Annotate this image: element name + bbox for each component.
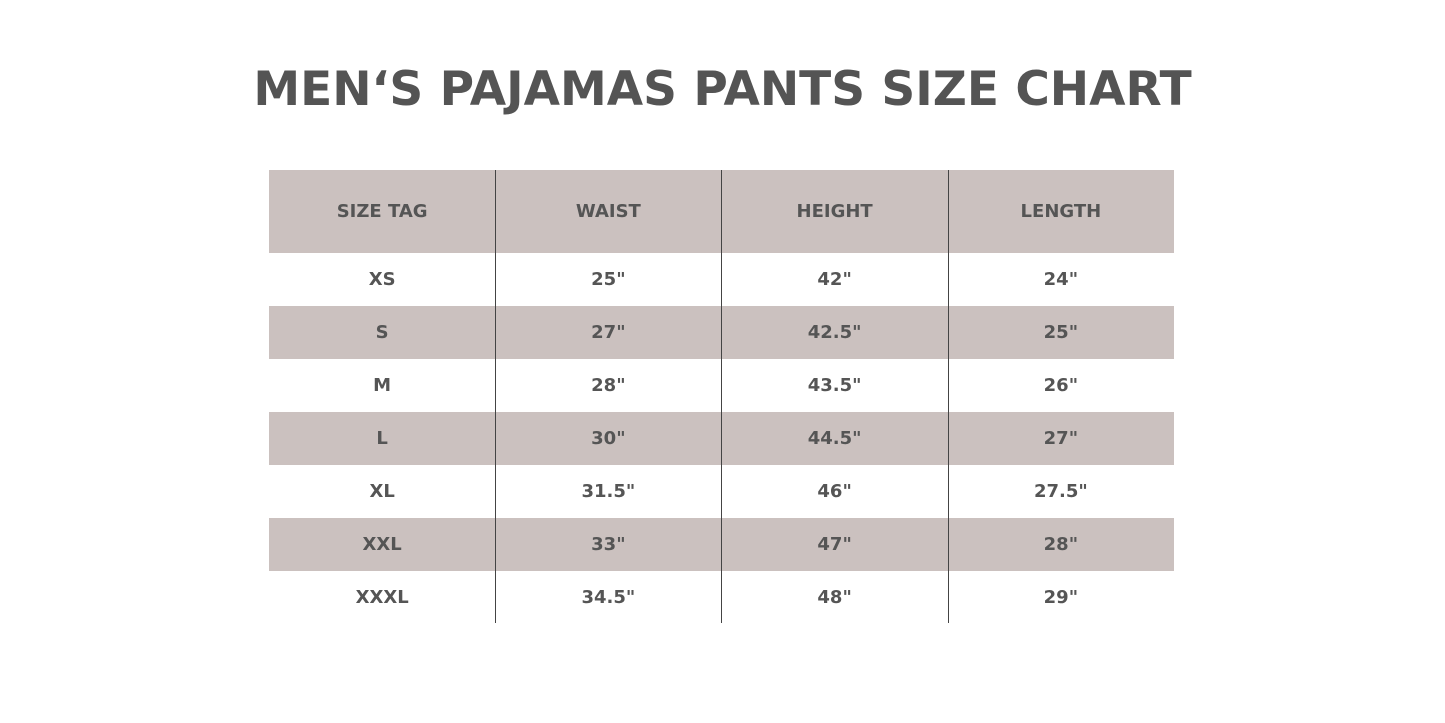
header-size-tag: SIZE TAG (336, 201, 428, 222)
cell-height: 46" (817, 481, 852, 502)
cell-length: 24" (1043, 269, 1079, 290)
header-waist: WAIST (575, 201, 641, 222)
column-divider (495, 170, 496, 623)
cell-size-tag: XXL (362, 534, 402, 555)
cell-size-tag: S (375, 322, 389, 343)
cell-height: 47" (817, 534, 852, 555)
cell-height: 42.5" (807, 322, 862, 343)
cell-waist: 34.5" (581, 587, 636, 608)
cell-waist: 27" (591, 322, 626, 343)
cell-length: 25" (1043, 322, 1079, 343)
cell-height: 42" (817, 269, 852, 290)
cell-height: 44.5" (807, 428, 862, 449)
cell-length: 28" (1043, 534, 1079, 555)
cell-size-tag: XL (369, 481, 395, 502)
header-height: HEIGHT (796, 201, 873, 222)
cell-length: 29" (1043, 587, 1079, 608)
cell-waist: 33" (591, 534, 626, 555)
cell-waist: 30" (591, 428, 626, 449)
cell-length: 27.5" (1033, 481, 1088, 502)
cell-height: 48" (817, 587, 852, 608)
table-row: XXXL 34.5" 48" 29" (269, 571, 1174, 624)
cell-waist: 28" (591, 375, 626, 396)
column-divider (721, 170, 722, 623)
table-row: XL 31.5" 46" 27.5" (269, 465, 1174, 518)
cell-length: 27" (1043, 428, 1079, 449)
cell-size-tag: M (373, 375, 392, 396)
cell-waist: 31.5" (581, 481, 636, 502)
header-length: LENGTH (1020, 201, 1102, 222)
cell-size-tag: XXXL (355, 587, 409, 608)
page-title: MEN‘S PAJAMAS PANTS SIZE CHART (253, 62, 1192, 117)
cell-waist: 25" (591, 269, 626, 290)
table-row: M 28" 43.5" 26" (269, 359, 1174, 412)
cell-size-tag: L (376, 428, 388, 449)
cell-length: 26" (1043, 375, 1079, 396)
table-row: XS 25" 42" 24" (269, 253, 1174, 306)
cell-height: 43.5" (807, 375, 862, 396)
cell-size-tag: XS (368, 269, 396, 290)
column-divider (948, 170, 949, 623)
